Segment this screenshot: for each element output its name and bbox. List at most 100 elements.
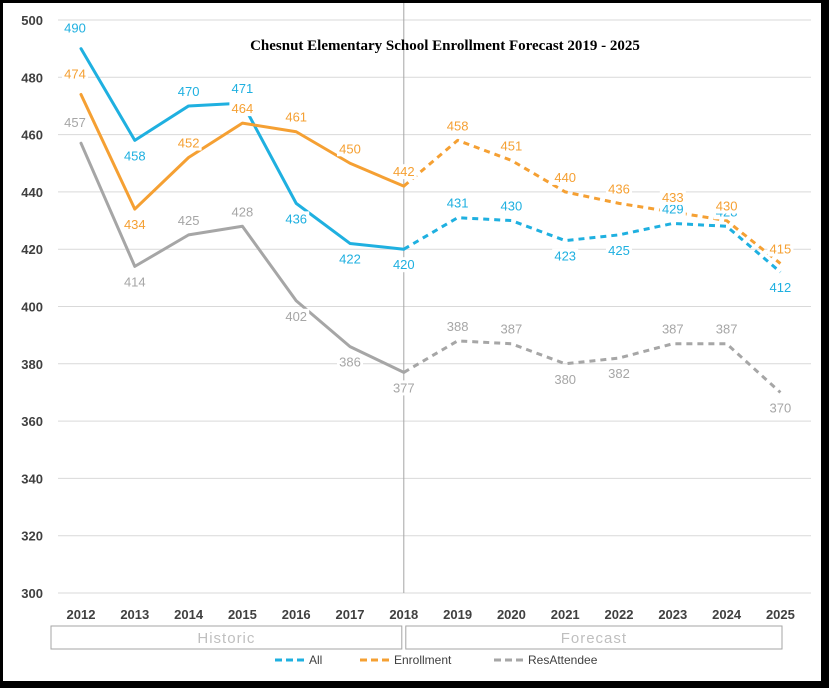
x-tick-label: 2024 [712, 607, 742, 622]
all-label-bg [229, 81, 256, 97]
resattendee-data-label: 382 [608, 366, 630, 381]
all-data-label: 423 [554, 249, 576, 264]
resattendee-data-label: 387 [501, 322, 523, 337]
all-label-bg [390, 257, 417, 273]
all-label-bg [337, 251, 363, 267]
enrollment-label-bg [337, 141, 363, 157]
all-data-label: 422 [339, 251, 361, 266]
all-label-bg [175, 83, 202, 99]
y-tick-label: 320 [21, 529, 43, 544]
legend: All Enrollment ResAttendee [275, 653, 598, 667]
all-label-bg [283, 211, 310, 227]
all-data-label: 425 [608, 243, 630, 258]
all-label-bg [498, 198, 525, 214]
all-data-label: 412 [770, 280, 792, 295]
x-tick-label: 2015 [228, 607, 257, 622]
resattendee-label-bg [229, 204, 256, 220]
y-tick-label: 460 [21, 128, 43, 143]
enrollment-label-bg [606, 181, 632, 197]
period-boxes: Historic Forecast [50, 625, 783, 650]
enrollment-label-bg [552, 169, 579, 185]
resattendee-label-bg [767, 400, 794, 416]
enrollment-label-bg [659, 189, 686, 205]
enrollment-data-label: 458 [447, 118, 469, 133]
x-tick-label: 2021 [551, 607, 580, 622]
all-label-bg [552, 248, 579, 264]
resattendee-data-label: 386 [339, 355, 361, 370]
resattendee-data-label: 414 [124, 274, 146, 289]
resattendee-label-bg [390, 380, 417, 396]
enrollment-data-label: 415 [770, 242, 792, 257]
resattendee-label-bg [606, 366, 632, 382]
enrollment-historic-line [79, 92, 406, 211]
y-tick-label: 420 [21, 242, 43, 257]
x-tick-label: 2013 [120, 607, 149, 622]
all-data-label: 436 [285, 211, 307, 226]
enrollment-data-label: 434 [124, 217, 146, 232]
y-tick-label: 480 [21, 70, 43, 85]
all-data-label: 471 [232, 81, 254, 96]
resattendee-label-bg [175, 212, 202, 228]
resattendee-label-bg [552, 371, 579, 387]
y-tick-label: 500 [21, 13, 43, 28]
x-tick-label: 2016 [282, 607, 311, 622]
all-label-bg [659, 201, 686, 217]
all-data-label: 470 [178, 84, 200, 99]
all-legend-label: All [309, 653, 322, 667]
x-tick-label: 2018 [389, 607, 418, 622]
resattendee-data-label: 380 [554, 372, 576, 387]
enrollment-data-label: 440 [554, 170, 576, 185]
all-data-label: 429 [662, 201, 684, 216]
resattendee-label-bg [121, 274, 148, 290]
resattendee-label-bg [62, 115, 88, 131]
resattendee-legend-label: ResAttendee [528, 653, 598, 667]
all-label-bg [444, 195, 471, 211]
enrollment-data-label: 474 [64, 66, 86, 81]
gridlines [58, 19, 811, 594]
all-label-bg [767, 280, 794, 296]
resattendee-data-label: 387 [662, 322, 684, 337]
resattendee-label-bg [444, 318, 471, 334]
enrollment-data-label: 451 [501, 138, 523, 153]
resattendee-data-label: 377 [393, 380, 415, 395]
enrollment-data-label: 452 [178, 136, 200, 151]
all-data-label: 430 [501, 199, 523, 214]
enrollment-label-bg [390, 164, 417, 180]
enrollment-label-bg [767, 241, 794, 257]
enrollment-data-label: 442 [393, 164, 415, 179]
all-data-label: 431 [447, 196, 469, 211]
enrollment-data-label: 430 [716, 199, 738, 214]
x-tick-label: 2025 [766, 607, 795, 622]
enrollment-label-bg [444, 118, 471, 134]
all-label-bg [62, 20, 88, 36]
y-tick-label: 360 [21, 414, 43, 429]
enrollment-label-bg [175, 135, 202, 151]
enrollment-label-bg [121, 217, 148, 233]
y-tick-label: 300 [21, 586, 43, 601]
enrollment-data-label: 461 [285, 110, 307, 125]
enrollment-label-bg [229, 101, 256, 117]
resattendee-label-bg [283, 308, 310, 324]
resattendee-forecast-line [403, 339, 782, 394]
all-label-bg [606, 242, 632, 258]
x-tick-label: 2019 [443, 607, 472, 622]
y-tick-label: 340 [21, 471, 43, 486]
enrollment-label-bg [62, 66, 88, 82]
enrollment-data-label: 464 [232, 101, 254, 116]
resattendee-data-label: 387 [716, 322, 738, 337]
all-data-label: 420 [393, 257, 415, 272]
x-tick-label: 2017 [336, 607, 365, 622]
chart-frame: 300 320 340 360 380 400 420 440 460 480 500 2012 20… [3, 3, 821, 681]
all-data-label: 458 [124, 148, 146, 163]
x-tick-label: 2022 [605, 607, 634, 622]
y-tick-label: 400 [21, 300, 43, 315]
y-tick-label: 440 [21, 185, 43, 200]
resattendee-label-bg [498, 321, 525, 337]
enrollment-data-label: 450 [339, 141, 361, 156]
resattendee-data-label: 402 [285, 309, 307, 324]
resattendee-data-label: 388 [447, 319, 469, 334]
chart-title: Chesnut Elementary School Enrollment For… [250, 38, 640, 54]
data-labels: 490 458 470 471 436 422 420 431 430 423 425 429 428 4… [62, 20, 794, 416]
enrollment-data-label: 436 [608, 181, 630, 196]
resattendee-data-label: 370 [770, 400, 792, 415]
